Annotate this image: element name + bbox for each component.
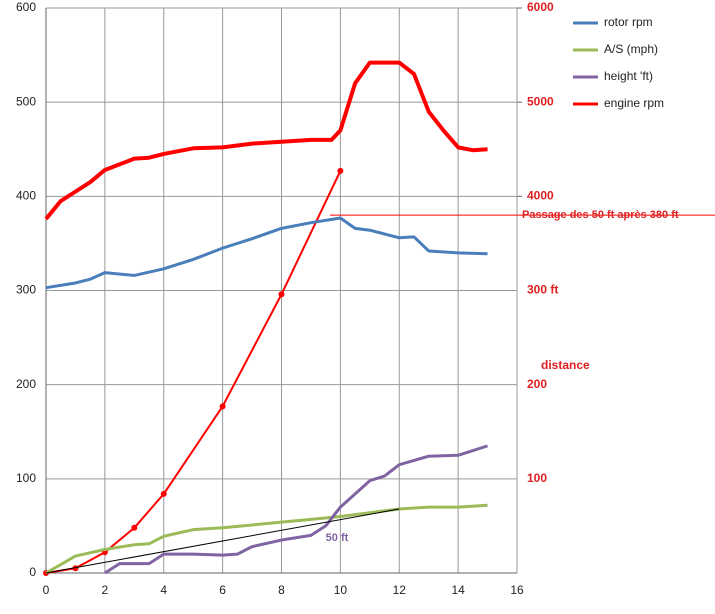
- y-tick-label: 200: [16, 377, 36, 391]
- y-tick-label: 400: [16, 189, 36, 203]
- distance-point: [278, 291, 285, 298]
- legend-label: engine rpm: [604, 96, 664, 110]
- legend-label: height 'ft): [604, 69, 653, 83]
- y-tick-label: 500: [16, 94, 36, 108]
- distance-tick-label: 100: [527, 471, 547, 485]
- distance-label: distance: [541, 358, 590, 372]
- distance-point: [131, 524, 138, 531]
- x-tick-label: 16: [510, 583, 524, 597]
- x-tick-label: 0: [43, 583, 50, 597]
- distance-point: [72, 565, 79, 572]
- x-tick-label: 2: [102, 583, 109, 597]
- x-tick-label: 14: [451, 583, 465, 597]
- y2-tick-label: 6000: [527, 0, 554, 14]
- distance-point: [219, 403, 226, 410]
- y-tick-label: 600: [16, 0, 36, 14]
- x-tick-label: 10: [334, 583, 348, 597]
- trend-line: [45, 508, 400, 574]
- threshold-label: Passage des 50 ft après 380 ft: [522, 209, 679, 221]
- x-tick-label: 12: [393, 583, 407, 597]
- distance-tick-label: 300 ft: [527, 283, 558, 297]
- x-tick-label: 8: [278, 583, 285, 597]
- y2-tick-label: 4000: [527, 189, 554, 203]
- y-tick-label: 100: [16, 471, 36, 485]
- distance-line: [45, 170, 342, 574]
- distance-point: [160, 490, 167, 497]
- distance-point: [337, 167, 344, 174]
- y-tick-label: 300: [16, 283, 36, 297]
- series-line: [45, 503, 488, 575]
- series-line: [44, 60, 488, 221]
- x-tick-label: 4: [160, 583, 167, 597]
- y-tick-label: 0: [29, 565, 36, 579]
- y2-tick-label: 5000: [527, 94, 554, 108]
- distance-tick-label: 200: [527, 377, 547, 391]
- series-line: [45, 216, 488, 290]
- series-line: [104, 444, 489, 575]
- height-note: 50 ft: [326, 532, 349, 544]
- legend-label: A/S (mph): [604, 42, 658, 56]
- x-tick-label: 6: [219, 583, 226, 597]
- legend-label: rotor rpm: [604, 15, 653, 29]
